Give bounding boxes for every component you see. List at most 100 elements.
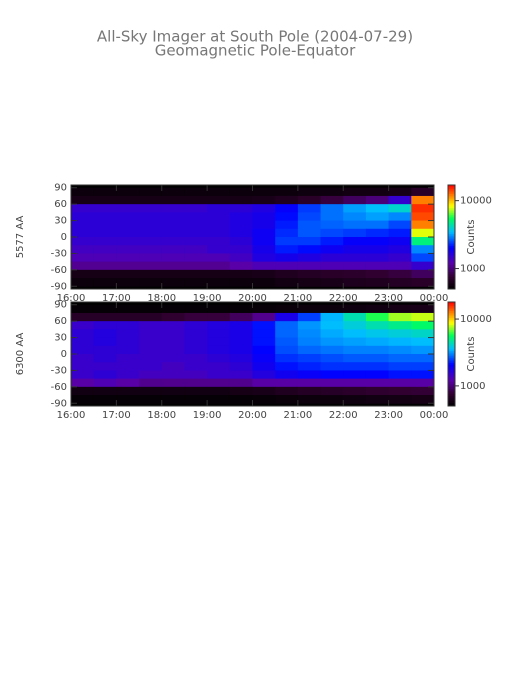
colorbar-slice: [448, 367, 455, 370]
heat-cell: [184, 253, 208, 263]
colorbar-slice: [448, 252, 455, 255]
heat-cell: [184, 312, 208, 322]
heat-cell: [320, 220, 344, 230]
heat-cell: [297, 395, 322, 404]
heat-cell: [116, 378, 140, 388]
heat-cell: [229, 337, 253, 347]
heat-cell: [207, 237, 231, 246]
colorbar-slice: [448, 312, 455, 315]
heat-cell: [343, 187, 367, 197]
heat-cell: [275, 395, 299, 404]
heat-cell: [275, 370, 299, 380]
heat-cell: [184, 370, 208, 380]
heat-cell: [252, 237, 276, 246]
colorbar-slice: [448, 341, 455, 344]
heat-cell: [297, 269, 322, 279]
heat-cell: [161, 312, 185, 322]
heat-cell: [139, 378, 163, 388]
colorbar-slice: [448, 357, 455, 360]
heat-cell: [297, 321, 322, 330]
heat-cell: [343, 212, 367, 222]
colorbar-slice: [448, 355, 455, 358]
heat-cell: [411, 395, 435, 404]
colorbar-slice: [448, 195, 455, 198]
colorbar-slice: [448, 302, 455, 305]
x-tick-label: 21:00: [283, 410, 312, 421]
heat-cell: [365, 187, 390, 197]
heat-cell: [320, 269, 344, 279]
heat-cell: [320, 212, 344, 222]
heat-cell: [297, 245, 322, 254]
heat-cell: [116, 386, 140, 396]
colorbar-slice: [448, 404, 455, 407]
colorbar-slice: [448, 188, 455, 191]
heat-cell: [116, 395, 140, 404]
heat-cell: [388, 253, 412, 263]
heat-cell: [365, 321, 390, 330]
colorbar-slice: [448, 271, 455, 274]
heat-cell: [411, 362, 435, 371]
colorbar-slice: [448, 308, 455, 312]
colorbar-slice: [448, 217, 455, 221]
heat-cell: [297, 354, 322, 363]
heat-cell: [93, 362, 117, 371]
heat-cell: [320, 195, 344, 205]
colorbar-slice: [448, 186, 455, 189]
heat-cell: [365, 195, 390, 205]
heat-cell: [139, 337, 163, 347]
heat-cell: [139, 278, 163, 287]
x-tick-label: 19:00: [193, 410, 222, 421]
heat-cell: [388, 212, 412, 222]
colorbar-slice: [448, 226, 455, 229]
heat-cell: [207, 345, 231, 355]
heat-cell: [161, 261, 185, 271]
heat-cell: [139, 204, 163, 213]
colorbar-slice: [448, 264, 455, 267]
heat-cell: [365, 212, 390, 222]
heat-cell: [93, 220, 117, 230]
heat-cell: [320, 312, 344, 322]
heat-cell: [411, 321, 435, 330]
heat-cell: [320, 237, 344, 246]
colorbar-slice: [448, 219, 455, 222]
heat-cell: [388, 220, 412, 230]
x-tick-label: 22:00: [329, 293, 358, 304]
heat-cell: [207, 261, 231, 271]
y-tick-label: 30: [54, 333, 67, 344]
colorbar-slice: [448, 359, 455, 362]
heat-cell: [229, 278, 253, 287]
heat-cell: [229, 220, 253, 230]
colorbar-slice: [448, 276, 455, 279]
heat-cell: [184, 237, 208, 246]
x-tick-label: 18:00: [147, 410, 176, 421]
heat-cell: [207, 321, 231, 330]
heat-cell: [184, 220, 208, 230]
colorbar-slice: [448, 340, 455, 343]
colorbar-slice: [448, 360, 455, 364]
y-tick-label: -60: [51, 382, 67, 393]
heat-cell: [365, 312, 390, 322]
heat-cell: [320, 345, 344, 355]
heat-cell: [343, 228, 367, 238]
heat-cell: [229, 269, 253, 279]
heat-cell: [93, 212, 117, 222]
heat-cell: [411, 278, 435, 287]
heat-cell: [161, 386, 185, 396]
heat-cell: [139, 312, 163, 322]
colorbar-slice: [448, 247, 455, 250]
heat-cell: [71, 228, 95, 238]
heat-cell: [297, 304, 322, 314]
heat-cell: [93, 345, 117, 355]
colorbar-slice: [448, 386, 455, 390]
heat-cell: [343, 362, 367, 371]
heat-cell: [252, 312, 276, 322]
heat-cell: [93, 312, 117, 322]
heat-cell: [343, 237, 367, 246]
colorbar-slice: [448, 197, 455, 200]
colorbar-slice: [448, 238, 455, 241]
colorbar-slice: [448, 228, 455, 231]
heat-cell: [365, 395, 390, 404]
colorbar-slice: [448, 393, 455, 396]
colorbar-slice: [448, 204, 455, 207]
heat-cell: [229, 261, 253, 271]
